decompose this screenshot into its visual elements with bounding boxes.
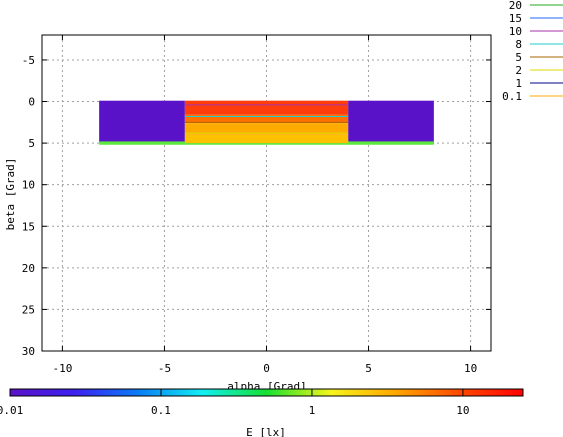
legend-label: 10	[509, 25, 522, 38]
heatmap-cells	[99, 100, 434, 145]
x-tick-label: 5	[365, 362, 372, 375]
heatmap-cell	[184, 123, 349, 135]
x-axis-ticks: -10 -5 0 5 10	[52, 35, 477, 375]
heatmap-cell	[184, 100, 349, 115]
x-tick-label: -5	[158, 362, 171, 375]
legend-label: 0.1	[502, 90, 522, 103]
legend-label: 20	[509, 0, 522, 12]
y-tick-label: 15	[22, 220, 35, 233]
legend-label: 15	[509, 12, 522, 25]
legend-label: 8	[515, 38, 522, 51]
heatmap-cell	[184, 134, 349, 144]
y-tick-label: 30	[22, 345, 35, 358]
contour-lines	[184, 104, 349, 134]
colorbar-label: E [lx]	[246, 426, 286, 437]
y-axis-ticks: -5 0 5 10 15 20 25 30	[22, 54, 491, 358]
legend-label: 1	[515, 77, 522, 90]
heatmap-cell	[184, 114, 349, 124]
colorbar-tick-label: 1	[309, 404, 316, 417]
x-tick-label: 0	[263, 362, 270, 375]
y-tick-label: 0	[28, 96, 35, 109]
x-tick-label: -10	[52, 362, 72, 375]
y-tick-label: 10	[22, 179, 35, 192]
colorbar	[9, 388, 524, 397]
heatmap-cell	[348, 100, 434, 144]
colorbar-tick-label: 10	[456, 404, 469, 417]
legend-label: 5	[515, 51, 522, 64]
colorbar-tick-label: 0.1	[151, 404, 171, 417]
y-tick-label: 25	[22, 303, 35, 316]
colorbar-bar	[9, 388, 524, 397]
x-tick-label: 10	[464, 362, 477, 375]
y-axis-label: beta [Grad]	[4, 158, 17, 231]
y-tick-label: 20	[22, 262, 35, 275]
y-tick-label: -5	[22, 54, 35, 67]
legend-label: 2	[515, 64, 522, 77]
heatmap-cell	[99, 100, 185, 144]
colorbar-ticks: 0.01 0.1 1 10	[0, 389, 470, 417]
colorbar-tick-label: 0.01	[0, 404, 23, 417]
y-tick-label: 5	[28, 137, 35, 150]
